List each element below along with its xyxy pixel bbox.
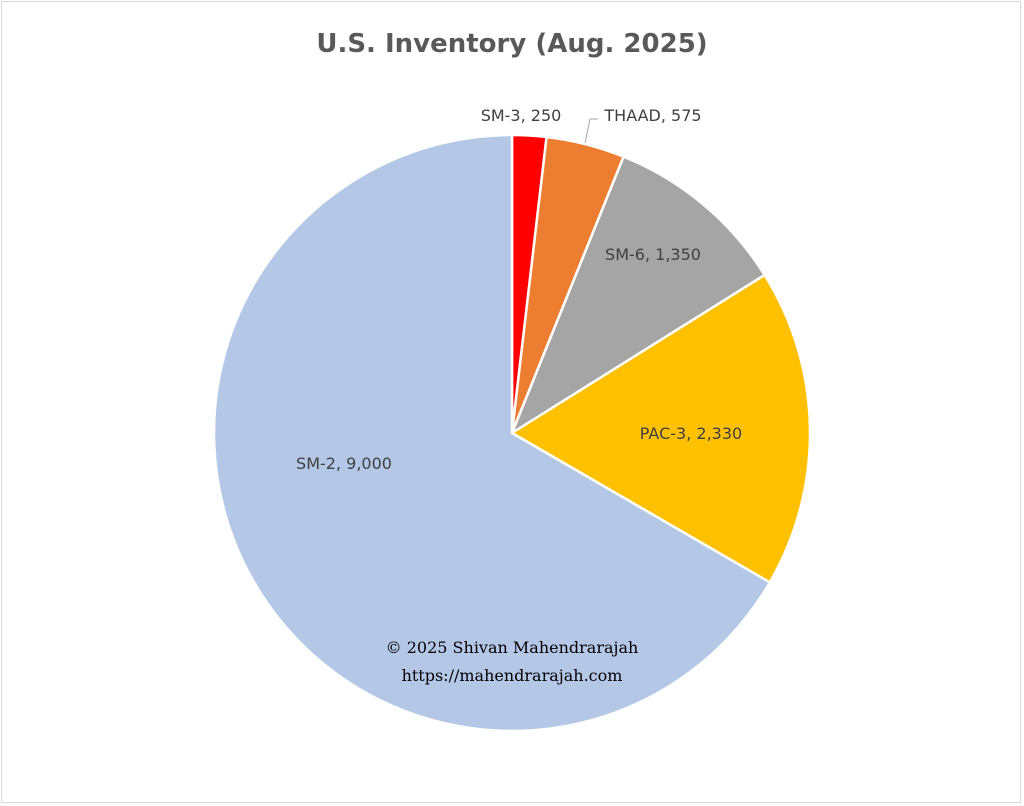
data-label-sm-3: SM-3, 250: [481, 106, 562, 125]
data-label-pac-3: PAC-3, 2,330: [640, 424, 742, 443]
data-label-sm-2: SM-2, 9,000: [296, 454, 392, 473]
data-label-thaad: THAAD, 575: [603, 106, 701, 125]
chart-title: U.S. Inventory (Aug. 2025): [316, 29, 707, 59]
slice-pac-3: [509, 273, 812, 585]
data-label-sm-6: SM-6, 1,350: [605, 245, 701, 264]
slice-sm-6: [509, 155, 767, 437]
watermark-url: https://mahendrarajah.com: [402, 666, 623, 685]
thaad-leader-line: [584, 118, 598, 144]
watermark-copyright: © 2025 Shivan Mahendrarajah: [386, 638, 639, 657]
slice-sm-2: [212, 133, 772, 733]
